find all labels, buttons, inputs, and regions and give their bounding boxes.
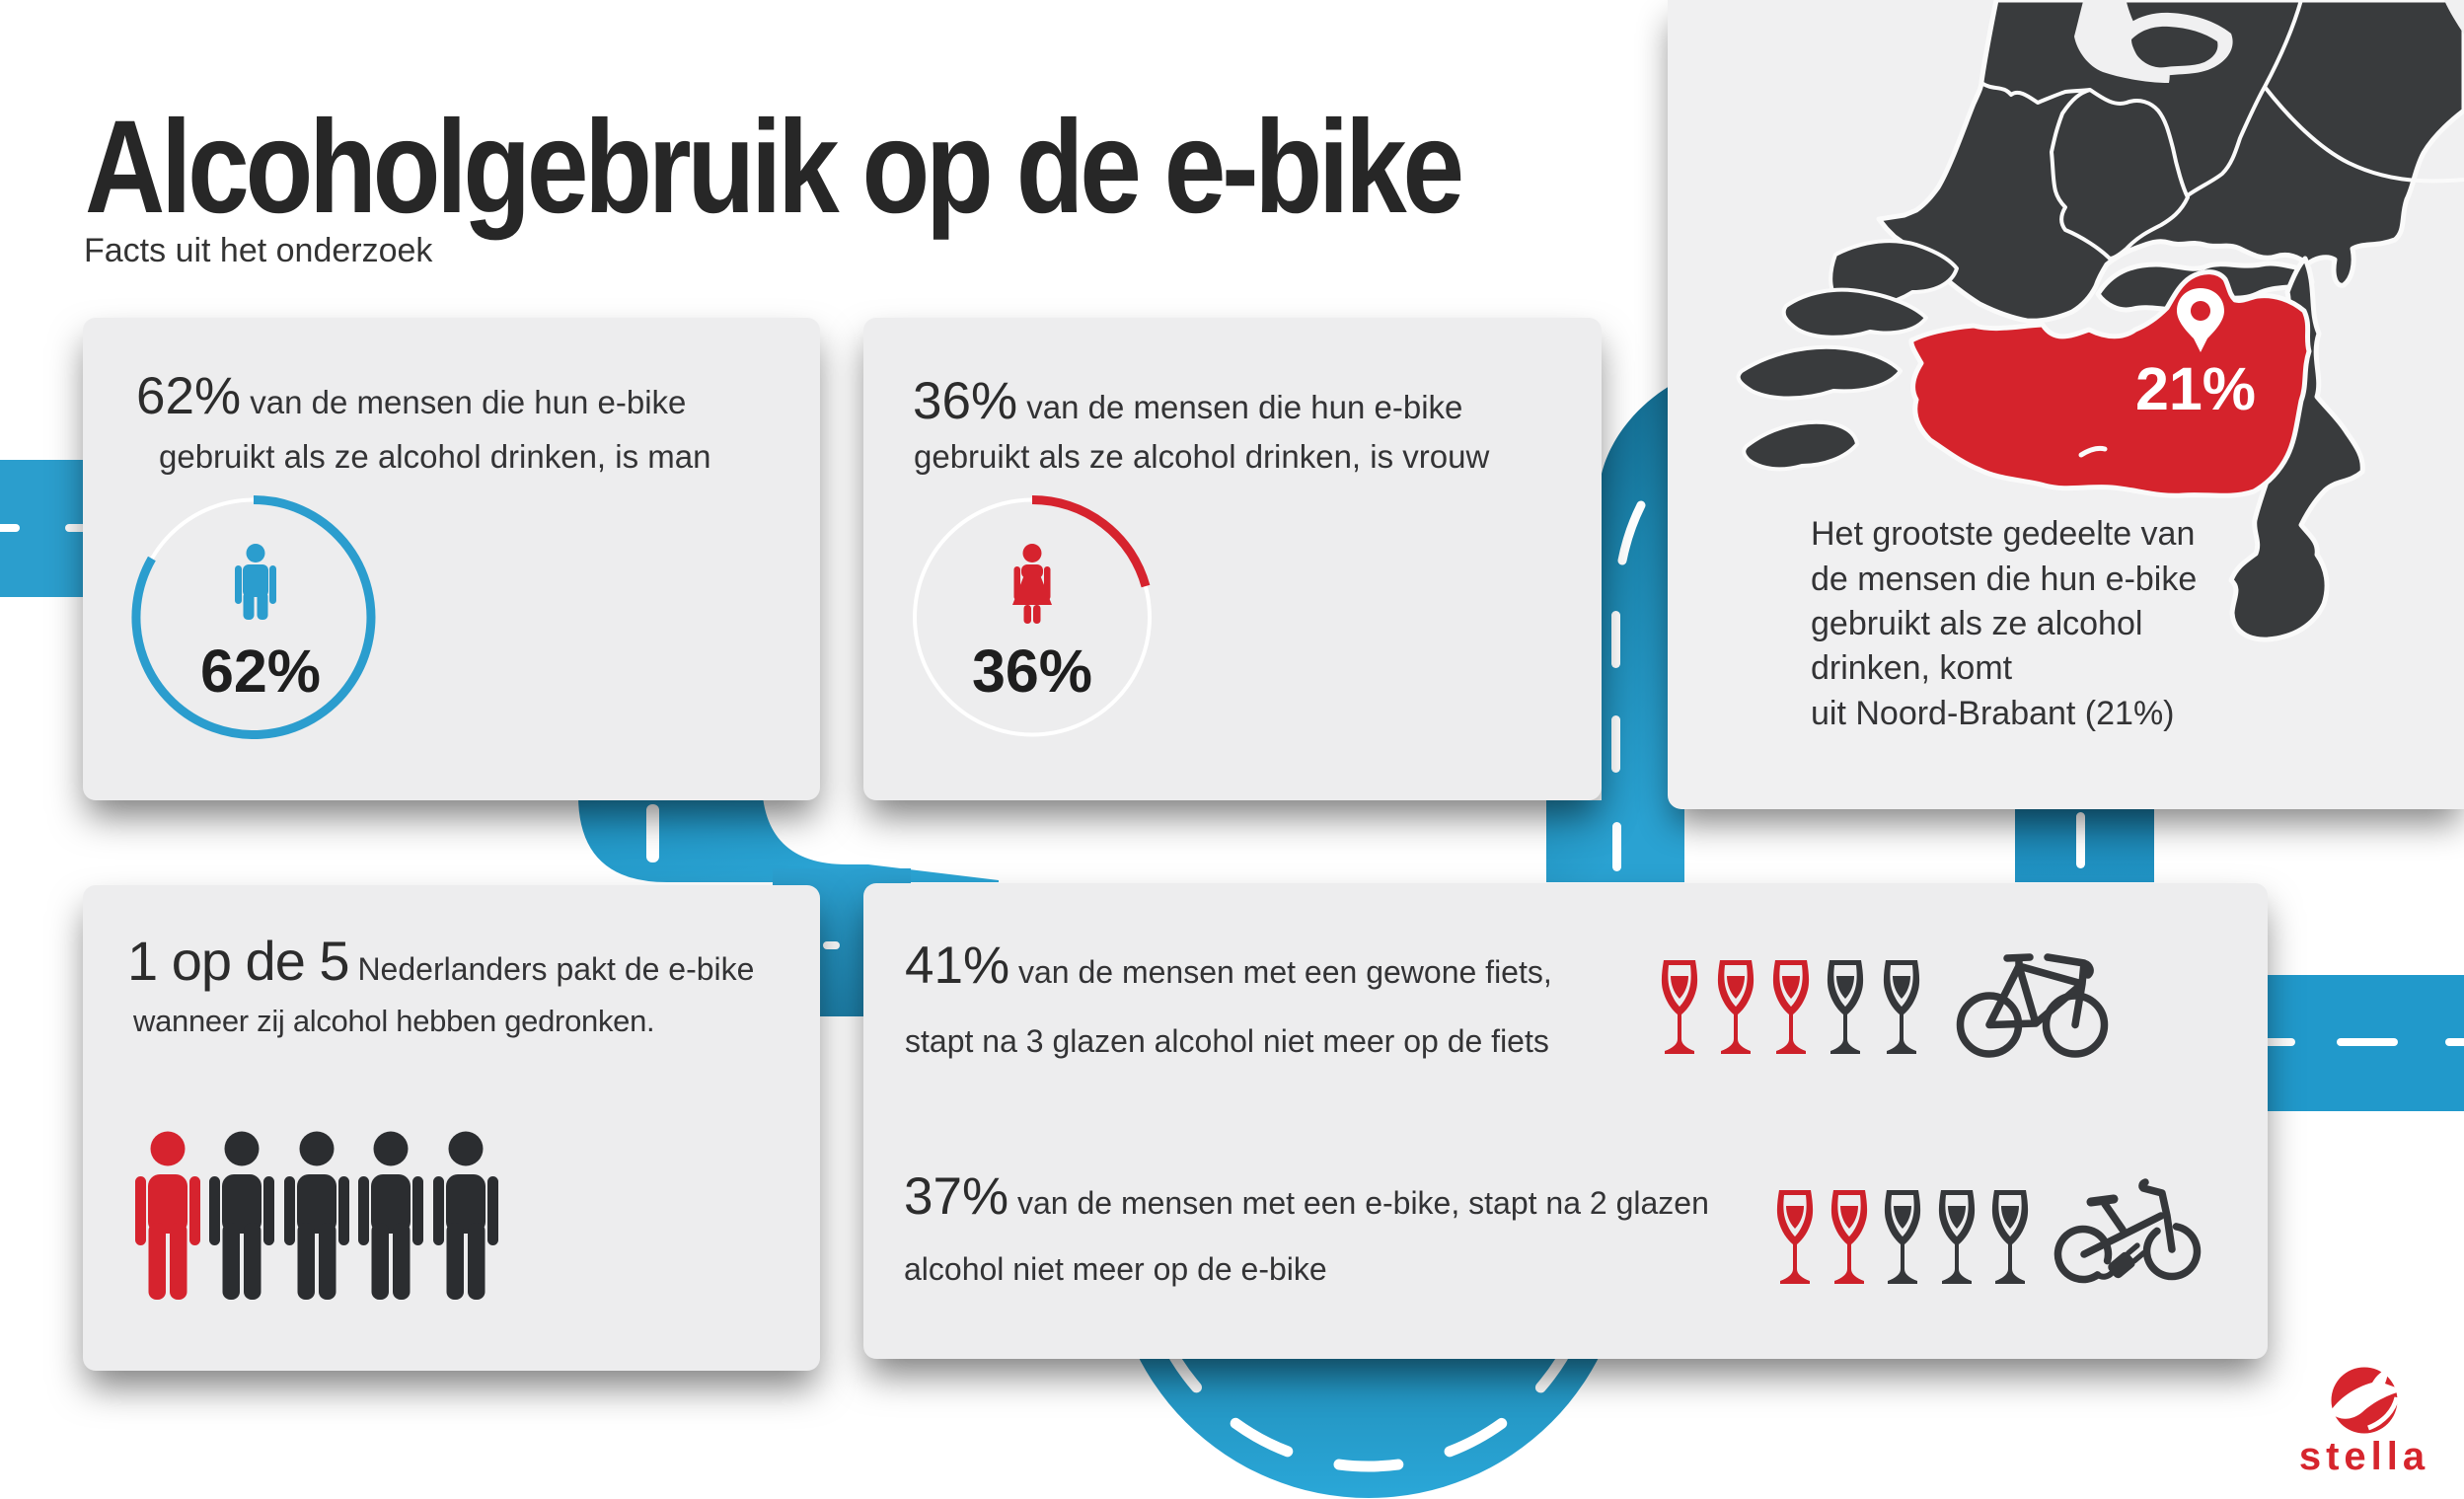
svg-text:stella: stella (2299, 1435, 2429, 1478)
svg-text:62%: 62% (200, 637, 321, 705)
svg-text:21%: 21% (2135, 355, 2256, 422)
svg-text:36%: 36% (972, 637, 1092, 705)
